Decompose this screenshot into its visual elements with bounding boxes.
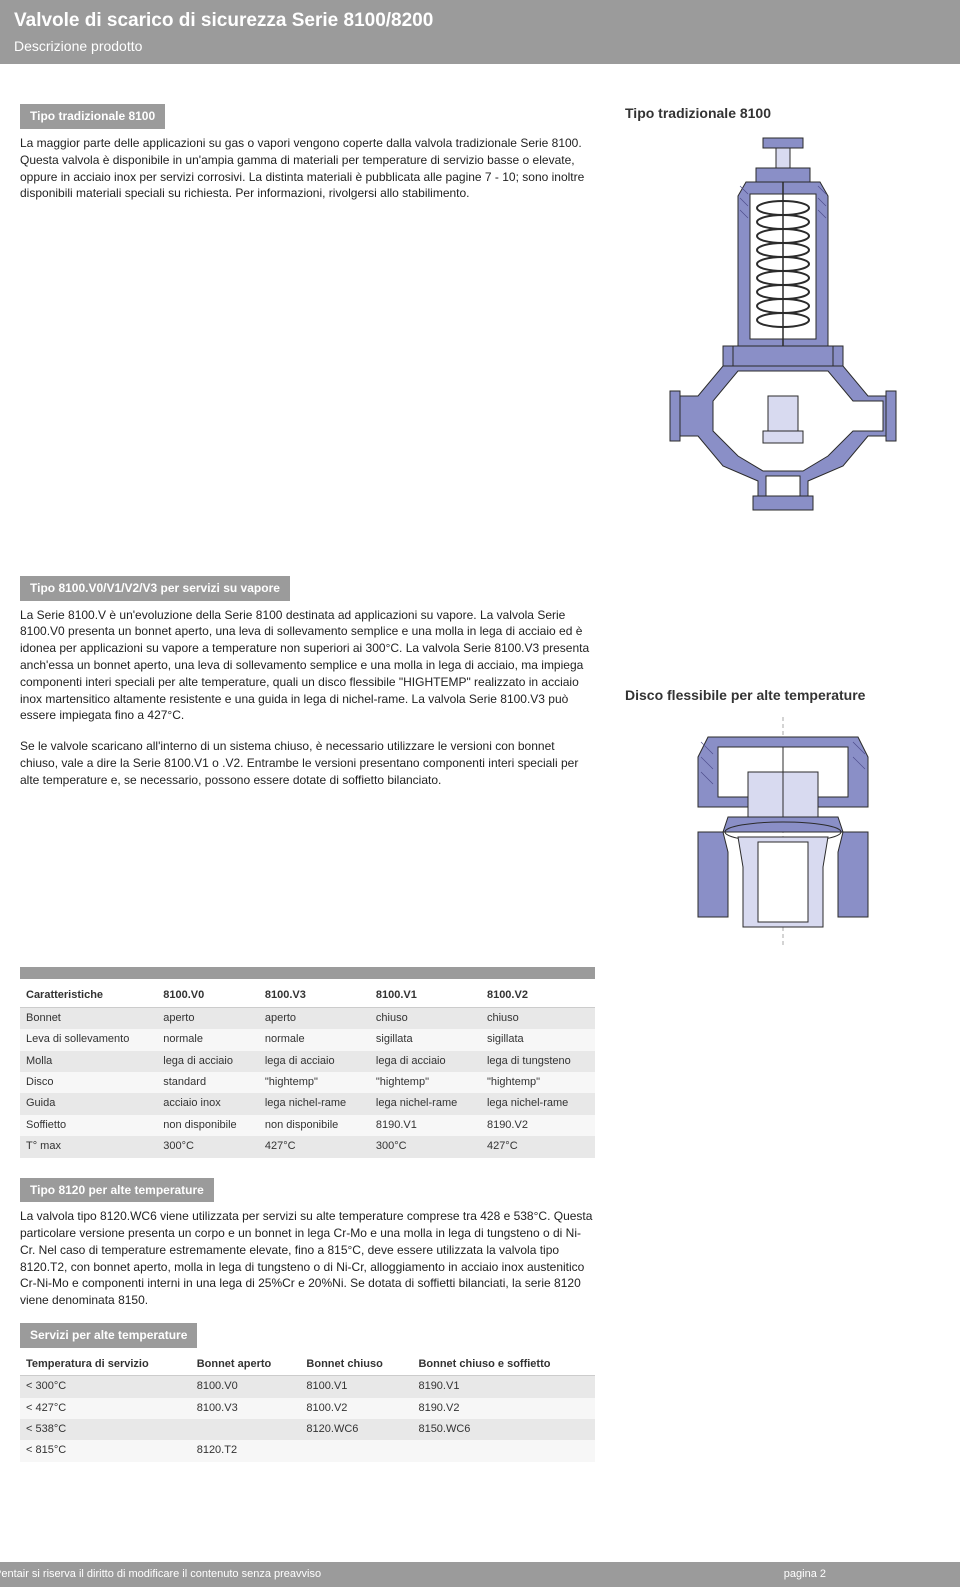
table-cell: "hightemp" <box>259 1072 370 1093</box>
table-header: Temperatura di servizio <box>20 1354 191 1376</box>
table-cell: aperto <box>259 1007 370 1029</box>
section2-label: Tipo 8100.V0/V1/V2/V3 per servizi su vap… <box>20 576 290 601</box>
table-row: Guidaacciaio inoxlega nichel-ramelega ni… <box>20 1093 595 1114</box>
table-cell: Guida <box>20 1093 157 1114</box>
page-subtitle: Descrizione prodotto <box>14 37 946 57</box>
section2-text: La Serie 8100.V è un'evoluzione della Se… <box>20 607 595 725</box>
table-cell: 8100.V0 <box>191 1376 301 1398</box>
table-row: < 427°C8100.V38100.V28190.V2 <box>20 1398 595 1419</box>
section4-label: Servizi per alte temperature <box>20 1323 197 1348</box>
table-header: Bonnet chiuso e soffietto <box>412 1354 595 1376</box>
section3-label: Tipo 8120 per alte temperature <box>20 1178 214 1203</box>
table-cell: < 815°C <box>20 1440 191 1461</box>
disc-diagram <box>625 717 940 947</box>
table-row: Mollalega di acciaiolega di acciaiolega … <box>20 1051 595 1072</box>
table-header: Caratteristiche <box>20 985 157 1007</box>
table-header: 8100.V0 <box>157 985 259 1007</box>
table-cell: lega di tungsteno <box>481 1051 595 1072</box>
page-header: Valvole di scarico di sicurezza Serie 81… <box>0 0 960 64</box>
section1-label: Tipo tradizionale 8100 <box>20 104 165 129</box>
table-cell: lega di acciaio <box>370 1051 481 1072</box>
table-row: T° max300°C427°C300°C427°C <box>20 1136 595 1157</box>
footer-page: pagina 2 <box>784 1567 960 1582</box>
service-temp-table: Temperatura di servizioBonnet apertoBonn… <box>20 1354 595 1462</box>
table-cell: 8190.V2 <box>412 1398 595 1419</box>
valve-diagram <box>625 136 940 516</box>
table-cell: 8150.WC6 <box>412 1419 595 1440</box>
page-footer: Pentair si riserva il diritto di modific… <box>0 1562 960 1587</box>
table-cell: acciaio inox <box>157 1093 259 1114</box>
table-cell: < 300°C <box>20 1376 191 1398</box>
section2-text2: Se le valvole scaricano all'interno di u… <box>20 738 595 788</box>
table1-bar <box>20 967 595 979</box>
table-cell: < 538°C <box>20 1419 191 1440</box>
table-cell <box>412 1440 595 1461</box>
table-cell: 8100.V3 <box>191 1398 301 1419</box>
table-cell: 8190.V1 <box>412 1376 595 1398</box>
table-cell: 8120.WC6 <box>300 1419 412 1440</box>
table-cell: "hightemp" <box>370 1072 481 1093</box>
table-row: Soffiettonon disponibilenon disponibile8… <box>20 1115 595 1136</box>
footer-left: Pentair si riserva il diritto di modific… <box>0 1567 321 1582</box>
table-cell: 300°C <box>157 1136 259 1157</box>
table-cell: 8100.V2 <box>300 1398 412 1419</box>
table-cell: lega di acciaio <box>259 1051 370 1072</box>
table-cell: normale <box>157 1029 259 1050</box>
section2-right-title: Disco flessibile per alte temperature <box>625 686 940 706</box>
section1-text: La maggior parte delle applicazioni su g… <box>20 135 595 202</box>
table-cell: chiuso <box>481 1007 595 1029</box>
table-header: 8100.V2 <box>481 985 595 1007</box>
table-row: Leva di sollevamentonormalenormalesigill… <box>20 1029 595 1050</box>
section3-text: La valvola tipo 8120.WC6 viene utilizzat… <box>20 1208 595 1309</box>
table-cell: sigillata <box>481 1029 595 1050</box>
table-cell: Soffietto <box>20 1115 157 1136</box>
table-header: Bonnet aperto <box>191 1354 301 1376</box>
table-header: 8100.V3 <box>259 985 370 1007</box>
table-row: Discostandard"hightemp""hightemp""highte… <box>20 1072 595 1093</box>
table-cell: standard <box>157 1072 259 1093</box>
page-title: Valvole di scarico di sicurezza Serie 81… <box>14 8 946 35</box>
table-cell: lega nichel-rame <box>481 1093 595 1114</box>
table-row: Bonnetapertoapertochiusochiuso <box>20 1007 595 1029</box>
table-header: 8100.V1 <box>370 985 481 1007</box>
table-cell: Bonnet <box>20 1007 157 1029</box>
table-row: < 815°C8120.T2 <box>20 1440 595 1461</box>
table-cell: 8190.V1 <box>370 1115 481 1136</box>
table-cell: 300°C <box>370 1136 481 1157</box>
table-cell: normale <box>259 1029 370 1050</box>
table-cell: Molla <box>20 1051 157 1072</box>
table-cell: T° max <box>20 1136 157 1157</box>
table-header: Bonnet chiuso <box>300 1354 412 1376</box>
section1-right-title: Tipo tradizionale 8100 <box>625 104 940 124</box>
table-cell: 8190.V2 <box>481 1115 595 1136</box>
table-cell: 8120.T2 <box>191 1440 301 1461</box>
table-cell: sigillata <box>370 1029 481 1050</box>
table-cell: 427°C <box>481 1136 595 1157</box>
table-row: < 538°C 8120.WC68150.WC6 <box>20 1419 595 1440</box>
table-cell: 427°C <box>259 1136 370 1157</box>
characteristics-table: Caratteristiche8100.V08100.V38100.V18100… <box>20 985 595 1157</box>
table-cell <box>300 1440 412 1461</box>
table-cell: lega nichel-rame <box>259 1093 370 1114</box>
table-cell: Leva di sollevamento <box>20 1029 157 1050</box>
table-cell: aperto <box>157 1007 259 1029</box>
table-cell <box>191 1419 301 1440</box>
table-row: < 300°C8100.V08100.V18190.V1 <box>20 1376 595 1398</box>
table-cell: Disco <box>20 1072 157 1093</box>
table-cell: lega nichel-rame <box>370 1093 481 1114</box>
table-cell: < 427°C <box>20 1398 191 1419</box>
table-cell: "hightemp" <box>481 1072 595 1093</box>
valve-svg-icon <box>668 136 898 516</box>
table-cell: non disponibile <box>259 1115 370 1136</box>
table-cell: lega di acciaio <box>157 1051 259 1072</box>
table-cell: non disponibile <box>157 1115 259 1136</box>
table-cell: 8100.V1 <box>300 1376 412 1398</box>
table-cell: chiuso <box>370 1007 481 1029</box>
disc-svg-icon <box>668 717 898 947</box>
